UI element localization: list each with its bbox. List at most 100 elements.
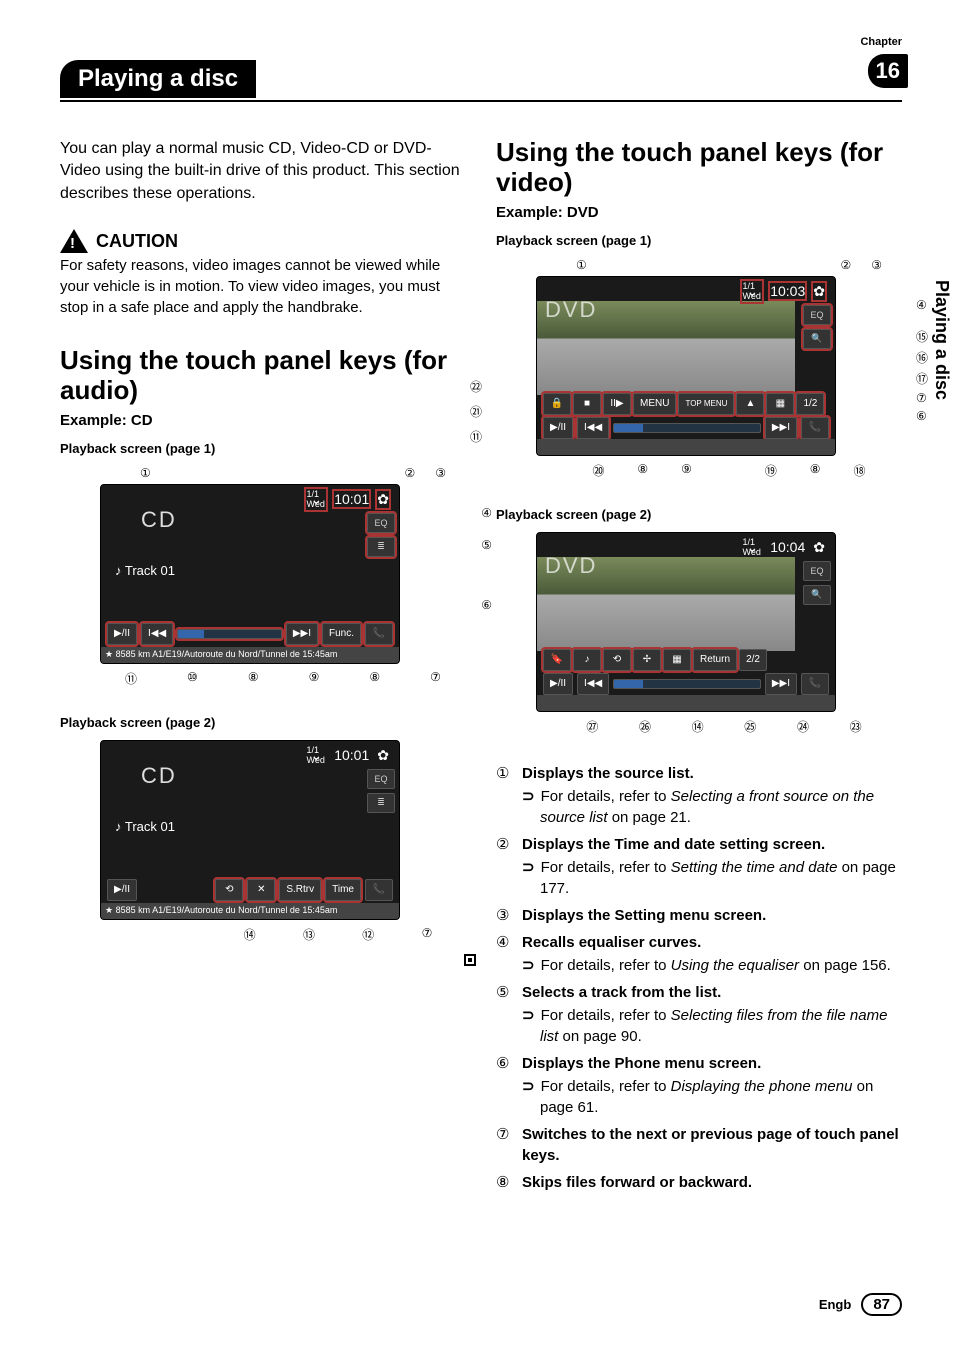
list-button[interactable]: ≣ bbox=[367, 793, 395, 813]
misc-button[interactable]: ▲ bbox=[736, 393, 764, 415]
callout: ⑨ bbox=[309, 670, 320, 687]
callout: ㉕ bbox=[744, 718, 756, 735]
audio-button[interactable]: ♪ bbox=[573, 649, 601, 671]
topmenu-button[interactable]: TOP MENU bbox=[678, 393, 734, 415]
next-button[interactable]: ▶▶I bbox=[765, 417, 797, 439]
caution-label: CAUTION bbox=[96, 231, 178, 252]
screen-topbar: ⌄ 1/1 Wed 10:03 ✿ bbox=[742, 281, 825, 302]
func-button[interactable]: Func. bbox=[322, 623, 361, 645]
repeat-button[interactable]: ⟲ bbox=[215, 879, 243, 901]
play-pause-button[interactable]: ▶/II bbox=[543, 673, 573, 695]
step-button[interactable]: II▶ bbox=[603, 393, 631, 415]
list-button[interactable]: ≣ bbox=[367, 537, 395, 557]
desc-reference: For details, refer to Selecting files fr… bbox=[522, 1005, 902, 1047]
desc-number: ① bbox=[496, 763, 514, 828]
return-button[interactable]: Return bbox=[693, 649, 737, 671]
page-button[interactable]: 1/2 bbox=[796, 393, 824, 415]
clock-text[interactable]: 10:01 bbox=[334, 491, 369, 507]
bottom-bar: ▶/II I◀◀ ▶▶I 📞 bbox=[543, 673, 829, 695]
callout: ⑲ bbox=[765, 462, 777, 479]
clock-text[interactable]: 10:01 bbox=[334, 747, 369, 763]
callout: ⑭ bbox=[692, 718, 704, 735]
bookmark-button[interactable]: 🔖 bbox=[543, 649, 571, 671]
repeat-button[interactable]: ⟲ bbox=[603, 649, 631, 671]
play-pause-button[interactable]: ▶/II bbox=[107, 879, 137, 901]
phone-button[interactable]: 📞 bbox=[801, 673, 829, 695]
source-logo: CD bbox=[141, 763, 177, 789]
play-pause-button[interactable]: ▶/II bbox=[107, 623, 137, 645]
stop-button[interactable]: ■ bbox=[573, 393, 601, 415]
callout: ② bbox=[840, 258, 851, 272]
menu-button[interactable]: MENU bbox=[633, 393, 676, 415]
description-item: ⑦Switches to the next or previous page o… bbox=[496, 1124, 902, 1166]
prev-button[interactable]: I◀◀ bbox=[577, 417, 609, 439]
end-marker bbox=[100, 953, 476, 971]
gear-icon[interactable]: ✿ bbox=[377, 491, 389, 508]
desc-title: Displays the Time and date setting scree… bbox=[522, 834, 902, 855]
callout: ② bbox=[404, 466, 415, 480]
gear-icon[interactable]: ✿ bbox=[377, 747, 389, 764]
callout: ⑥ bbox=[481, 598, 492, 612]
progress-bar[interactable] bbox=[177, 629, 282, 639]
desc-number: ⑧ bbox=[496, 1172, 514, 1193]
callout: ⑧ bbox=[248, 670, 259, 687]
description-item: ③Displays the Setting menu screen. bbox=[496, 905, 902, 926]
angle-button[interactable]: ✢ bbox=[633, 649, 661, 671]
search-button[interactable]: 🔍 bbox=[803, 329, 831, 349]
footer: Engb 87 bbox=[819, 1293, 902, 1316]
callout: ⑪ bbox=[470, 428, 482, 445]
chapter-label: Chapter bbox=[860, 36, 902, 48]
phone-button[interactable]: 📞 bbox=[365, 879, 393, 901]
clock-text[interactable]: 10:04 bbox=[770, 539, 805, 555]
cd-screen2-container: ⌄ 1/1 Wed 10:01 ✿ CD ♪ Track 01 EQ ≣ ▶/I… bbox=[60, 740, 466, 971]
callout: ⑨ bbox=[681, 462, 692, 479]
search-button[interactable]: 🔍 bbox=[803, 585, 831, 605]
next-button[interactable]: ▶▶I bbox=[765, 673, 797, 695]
pb-page1-label: Playback screen (page 1) bbox=[60, 441, 466, 456]
desc-body: Selects a track from the list.For detail… bbox=[522, 982, 902, 1047]
screen-topbar: ⌄ 1/1 Wed 10:01 ✿ bbox=[306, 745, 389, 766]
callout: ⑧ bbox=[637, 462, 648, 479]
srtrv-button[interactable]: S.Rtrv bbox=[279, 879, 321, 901]
phone-button[interactable]: 📞 bbox=[365, 623, 393, 645]
desc-body: Displays the Time and date setting scree… bbox=[522, 834, 902, 899]
progress-bar[interactable] bbox=[613, 423, 761, 433]
desc-title: Displays the Phone menu screen. bbox=[522, 1053, 902, 1074]
side-buttons: EQ ≣ bbox=[367, 513, 395, 557]
callout: ⑧ bbox=[369, 670, 380, 687]
play-pause-button[interactable]: ▶/II bbox=[543, 417, 573, 439]
eq-button[interactable]: EQ bbox=[803, 561, 831, 581]
prev-button[interactable]: I◀◀ bbox=[577, 673, 609, 695]
lock-button[interactable]: 🔒 bbox=[543, 393, 571, 415]
eq-button[interactable]: EQ bbox=[803, 305, 831, 325]
desc-title: Recalls equaliser curves. bbox=[522, 932, 902, 953]
callouts-left: ㉒ ㉑ ⑪ bbox=[470, 318, 482, 445]
gear-icon[interactable]: ✿ bbox=[813, 539, 825, 556]
progress-bar[interactable] bbox=[613, 679, 761, 689]
eq-button[interactable]: EQ bbox=[367, 513, 395, 533]
callout: ③ bbox=[435, 466, 446, 480]
side-buttons: EQ 🔍 bbox=[803, 561, 831, 605]
misc-button[interactable]: ▦ bbox=[766, 393, 794, 415]
warning-icon bbox=[60, 229, 88, 253]
prev-button[interactable]: I◀◀ bbox=[141, 623, 173, 645]
description-item: ①Displays the source list.For details, r… bbox=[496, 763, 902, 828]
caution-block: CAUTION For safety reasons, video images… bbox=[60, 229, 466, 318]
desc-body: Recalls equaliser curves.For details, re… bbox=[522, 932, 902, 976]
time-button[interactable]: Time bbox=[325, 879, 361, 901]
mid-bar: 🔖 ♪ ⟲ ✢ ▦ Return 2/2 bbox=[543, 649, 829, 671]
clock-text[interactable]: 10:03 bbox=[770, 283, 805, 299]
left-column: You can play a normal music CD, Video-CD… bbox=[60, 138, 466, 1199]
next-button[interactable]: ▶▶I bbox=[286, 623, 318, 645]
callout: ① bbox=[140, 466, 151, 480]
eq-button[interactable]: EQ bbox=[367, 769, 395, 789]
shuffle-button[interactable]: ✕ bbox=[247, 879, 275, 901]
subtitle-button[interactable]: ▦ bbox=[663, 649, 691, 671]
gear-icon[interactable]: ✿ bbox=[813, 283, 825, 300]
callouts-right: ④ ⑮ ⑯ ⑰ ⑦ ⑥ bbox=[916, 298, 928, 423]
callout: ⑳ bbox=[592, 462, 604, 479]
cd-screen1-container: ① ② ③ ⌄ 1/1 Wed 10:01 ✿ CD ♪ Track 01 EQ… bbox=[60, 466, 466, 687]
bottom-bar: ▶/II I◀◀ ▶▶I 📞 bbox=[543, 417, 829, 439]
page-button[interactable]: 2/2 bbox=[739, 649, 767, 671]
phone-button[interactable]: 📞 bbox=[801, 417, 829, 439]
